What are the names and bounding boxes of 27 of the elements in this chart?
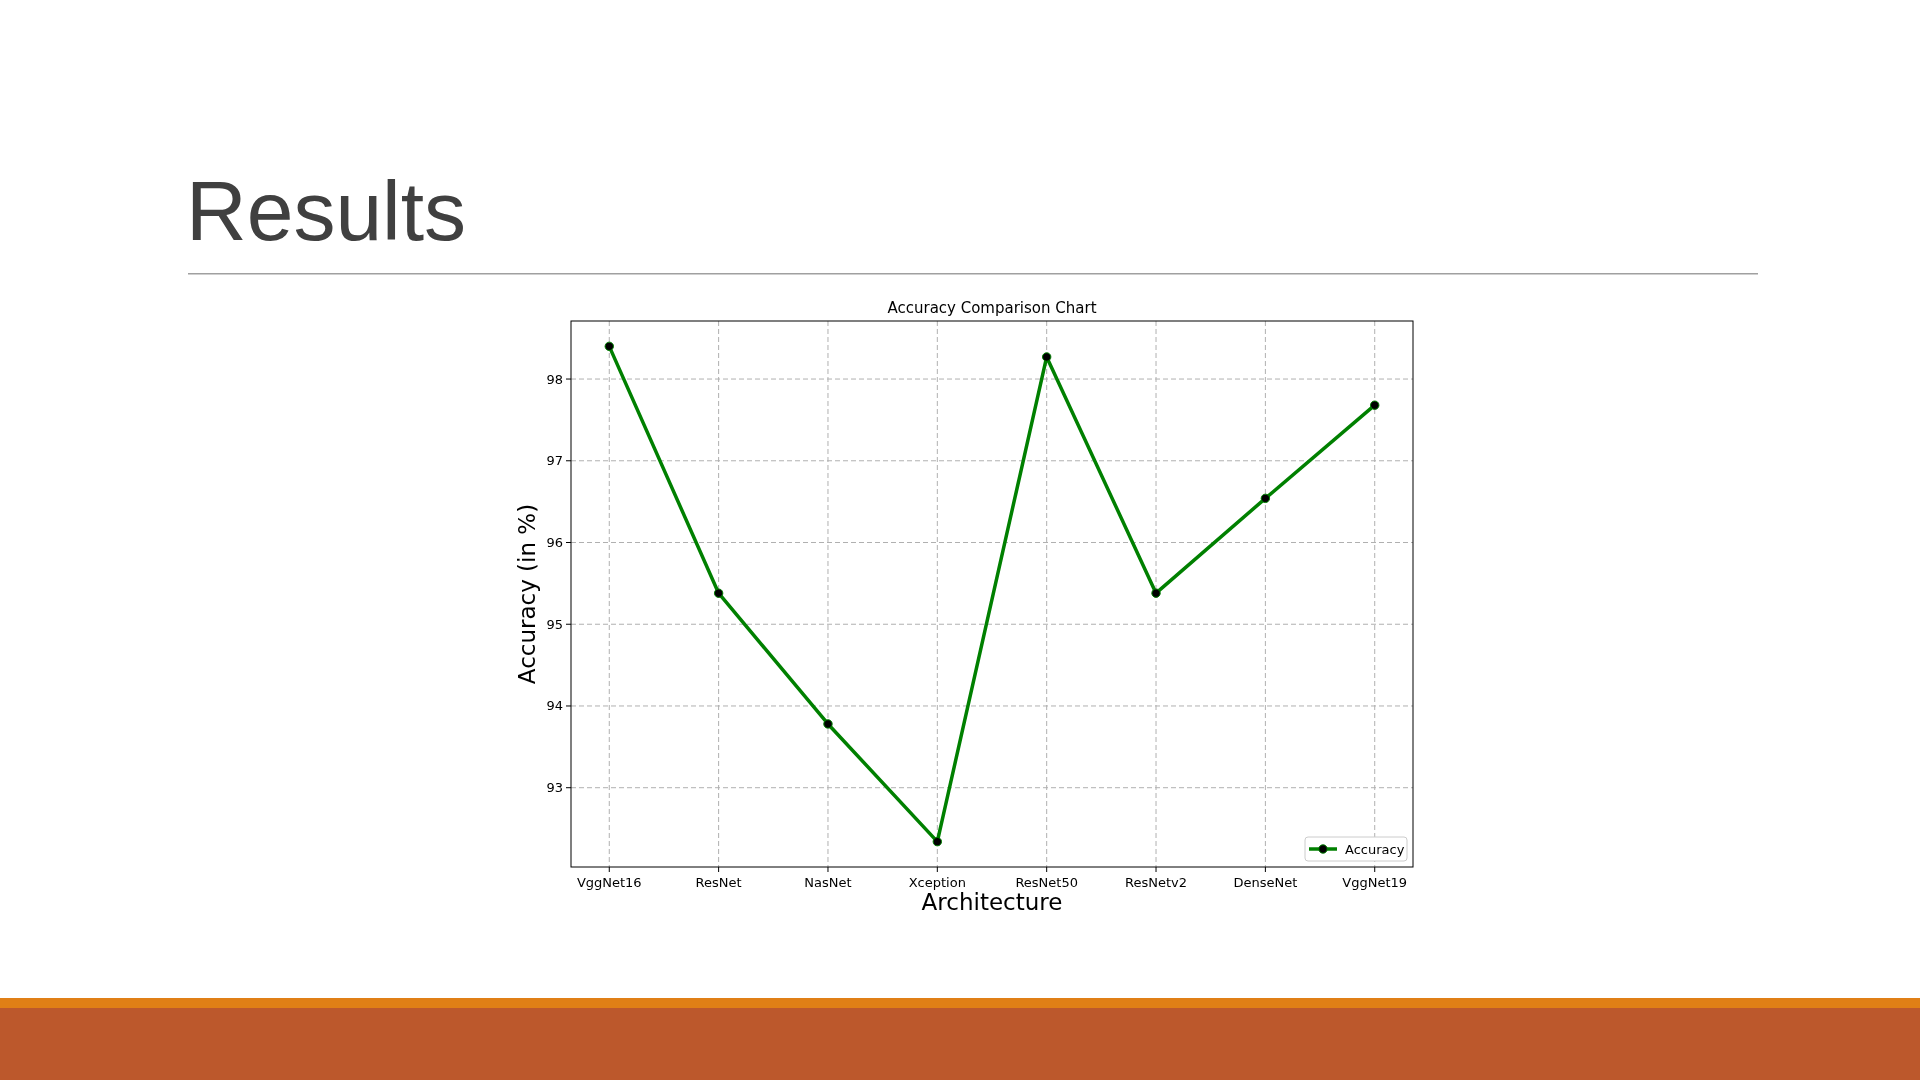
x-tick-label: DenseNet [1233,875,1298,890]
y-tick-label: 94 [546,698,563,714]
point [932,836,943,847]
y-tick-label: 98 [546,371,563,387]
y-tick-label: 93 [546,780,563,796]
chart-title: Results [186,164,467,258]
point [1260,493,1271,504]
y-tick-label: 96 [546,535,563,551]
point [604,341,614,352]
point [1370,400,1380,410]
y-tick-label: 95 [546,616,563,632]
point [1151,588,1161,598]
x-tick-label: VggNet19 [1342,875,1408,890]
x-tick-label: ResNet [695,875,742,890]
x-tick-label: NasNet [804,875,852,890]
x-tick-label: ResNet50 [1015,875,1078,890]
x-axis-title: Architecture [921,889,1063,915]
y-tick-label: 97 [546,453,563,469]
point [823,719,833,729]
chart-subtitle: Accuracy Comparison Chart [887,299,1097,317]
x-tick-label: Xception [908,875,966,890]
x-tick-label: VggNet16 [576,875,642,890]
point [713,588,724,598]
x-tick-label: ResNetv2 [1125,875,1188,890]
legend-label: Accuracy [1345,841,1405,857]
point [1041,352,1052,362]
y-axis-title: Accuracy (in %) [514,503,540,685]
